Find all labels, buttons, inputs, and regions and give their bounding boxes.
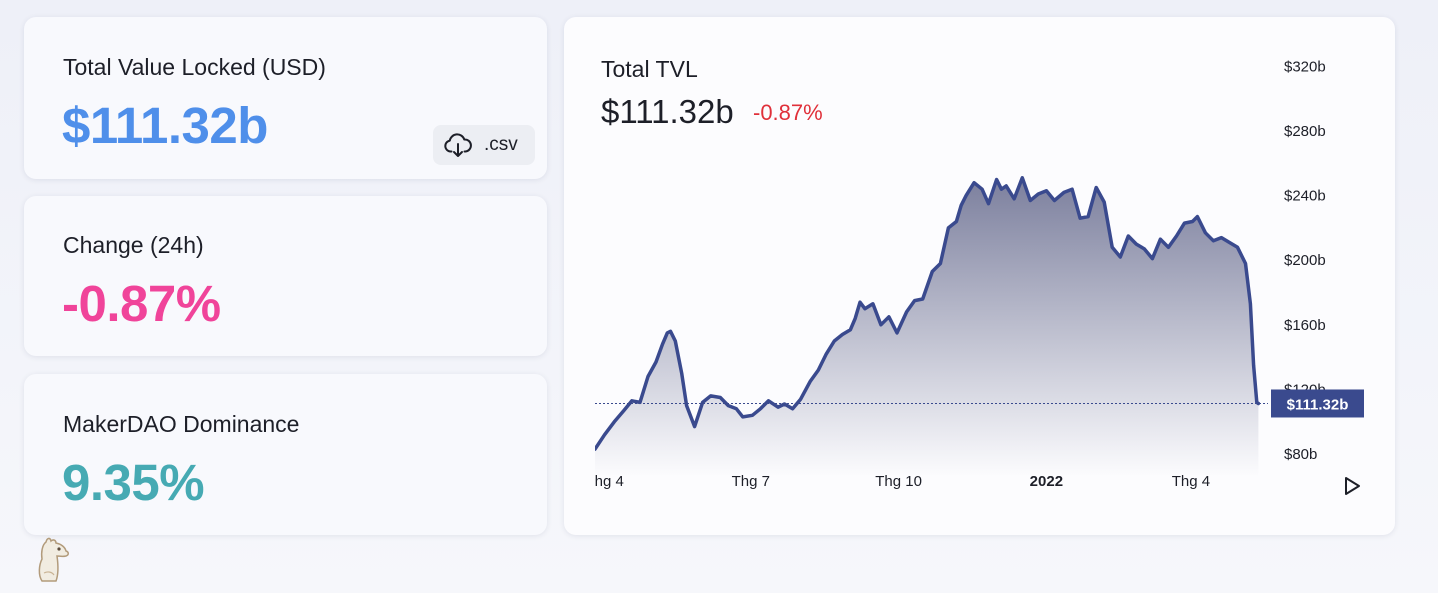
tvl-card: Total Value Locked (USD) $111.32b .csv bbox=[24, 17, 547, 179]
dominance-label: MakerDAO Dominance bbox=[63, 411, 300, 437]
current-value-label: $111.32b bbox=[1287, 396, 1349, 413]
chart-value: $111.32b bbox=[601, 93, 734, 130]
tvl-chart[interactable]: $80b$120b$160b$200b$240b$280b$320b$111.3… bbox=[564, 17, 1395, 535]
csv-label: .csv bbox=[484, 134, 518, 155]
dominance-value: 9.35% bbox=[62, 454, 205, 511]
llama-icon bbox=[38, 537, 69, 582]
change-card: Change (24h) -0.87% bbox=[24, 196, 547, 356]
y-tick-label: $280b bbox=[1284, 123, 1326, 140]
y-tick-label: $80b bbox=[1284, 446, 1317, 463]
chart-title: Total TVL bbox=[601, 56, 698, 82]
y-tick-label: $200b bbox=[1284, 252, 1326, 269]
x-tick-label: Thg 4 bbox=[585, 473, 623, 490]
chart-change: -0.87% bbox=[753, 100, 823, 125]
tvl-chart-card: Total TVL $111.32b -0.87% $80b$120b$160b… bbox=[564, 17, 1395, 535]
download-cloud-icon bbox=[444, 133, 472, 157]
x-tick-label: 2022 bbox=[1030, 473, 1063, 490]
y-tick-label: $320b bbox=[1284, 58, 1326, 75]
y-tick-label: $240b bbox=[1284, 188, 1326, 205]
y-tick-label: $160b bbox=[1284, 317, 1326, 334]
tvl-series-line bbox=[595, 176, 1260, 451]
play-icon[interactable] bbox=[1341, 475, 1363, 497]
x-tick-label: Thg 7 bbox=[732, 473, 770, 490]
tvl-value: $111.32b bbox=[62, 97, 268, 154]
current-value-tag: $111.32b bbox=[1271, 389, 1364, 418]
tvl-label: Total Value Locked (USD) bbox=[63, 54, 326, 80]
change-value: -0.87% bbox=[62, 275, 221, 332]
dominance-card: MakerDAO Dominance 9.35% bbox=[24, 374, 547, 535]
x-tick-label: Thg 10 bbox=[875, 473, 922, 490]
tvl-area bbox=[595, 177, 1259, 478]
x-tick-label: Thg 4 bbox=[1172, 473, 1210, 490]
download-csv-button[interactable]: .csv bbox=[433, 125, 535, 165]
change-label: Change (24h) bbox=[63, 232, 204, 258]
